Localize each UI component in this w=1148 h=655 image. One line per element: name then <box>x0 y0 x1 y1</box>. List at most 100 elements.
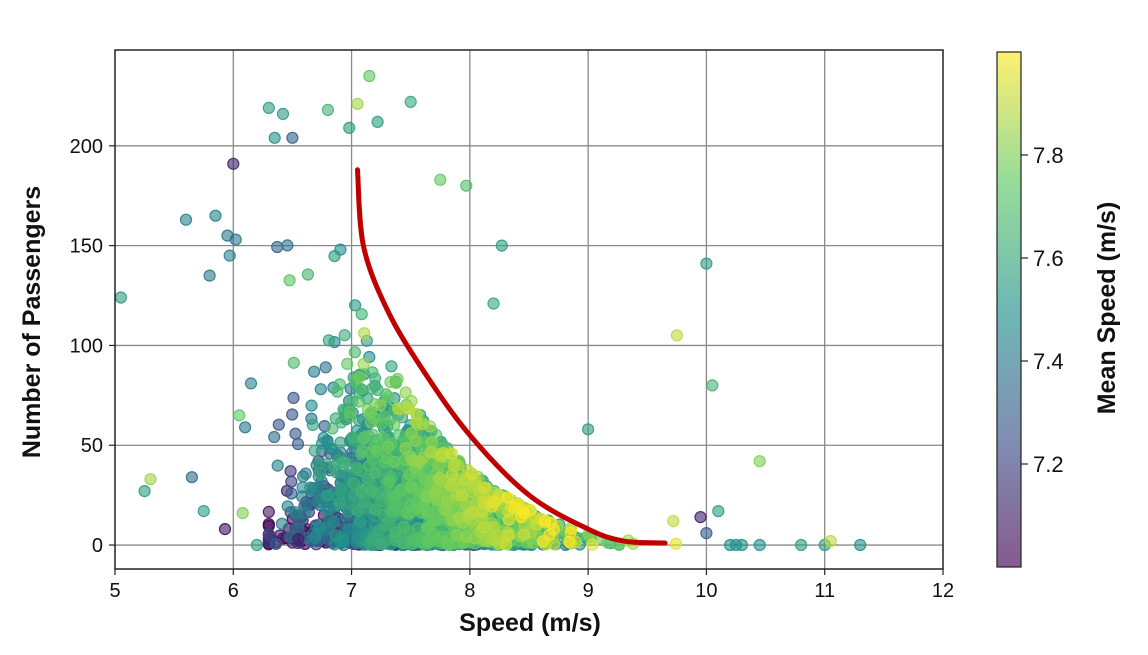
scatter-point <box>500 538 513 551</box>
scatter-point <box>366 366 379 379</box>
scatter-point <box>428 528 441 541</box>
scatter-point <box>306 418 319 431</box>
scatter-point <box>404 95 417 109</box>
scatter-point <box>355 308 368 321</box>
scatter-point <box>358 327 371 340</box>
x-tick-label: 8 <box>464 580 475 602</box>
scatter-point <box>544 516 558 530</box>
scatter-point <box>363 459 376 472</box>
scatter-point <box>209 209 222 222</box>
scatter-point <box>369 503 382 516</box>
scatter-point <box>824 534 837 548</box>
scatter-point <box>374 399 387 412</box>
x-axis: 5 6 7 8 9 10 11 12 <box>109 569 954 602</box>
scatter-point <box>399 386 412 399</box>
scatter-point <box>446 447 459 460</box>
scatter-point <box>314 467 327 480</box>
scatter-point <box>455 488 468 502</box>
scatter-point <box>271 459 284 472</box>
colorbar-tick-label: 7.6 <box>1033 246 1064 271</box>
scatter-point <box>343 406 356 419</box>
scatter-point <box>355 486 368 499</box>
scatter-point <box>349 299 362 312</box>
scatter-point <box>289 427 302 440</box>
scatter-point <box>445 469 458 482</box>
scatter-point <box>351 461 364 474</box>
scatter-point <box>712 505 725 518</box>
scatter-point <box>313 521 326 534</box>
scatter-point <box>284 465 297 478</box>
scatter-point <box>312 496 325 509</box>
x-tick-label: 11 <box>814 580 835 602</box>
scatter-point <box>706 379 719 392</box>
scatter-point <box>287 391 300 404</box>
scatter-point <box>227 157 240 170</box>
scatter-point <box>667 514 680 528</box>
x-axis-title: Speed (m/s) <box>459 609 601 637</box>
scatter-point <box>586 538 599 551</box>
scatter-point <box>441 495 454 508</box>
scatter-point <box>374 537 388 551</box>
scatter-point <box>275 517 288 530</box>
scatter-point <box>333 378 346 391</box>
scatter-point <box>305 399 318 412</box>
scatter-point <box>223 249 236 262</box>
scatter-point <box>444 479 457 492</box>
scatter-point <box>487 297 500 310</box>
colorbar-title: Mean Speed (m/s) <box>1093 202 1121 415</box>
scatter-point <box>479 482 492 495</box>
trend-curve <box>355 167 668 546</box>
scatter-point <box>348 346 361 359</box>
scatter-point <box>428 487 441 500</box>
scatter-point <box>388 455 401 468</box>
scatter-point <box>320 503 333 516</box>
scatter-point <box>304 481 317 494</box>
scatter-point <box>488 496 501 509</box>
x-tick-label: 10 <box>695 580 717 602</box>
scatter-point <box>399 442 412 455</box>
scatter-point <box>434 173 447 186</box>
scatter-point <box>285 487 298 500</box>
scatter-point <box>391 372 404 386</box>
scatter-point <box>346 431 359 444</box>
scatter-point <box>410 416 423 429</box>
scatter-point <box>404 480 418 493</box>
scatter-point <box>753 455 766 468</box>
scatter-point <box>429 513 443 527</box>
scatter-point <box>342 522 355 536</box>
scatter-point <box>373 524 386 537</box>
scatter-point <box>669 537 683 550</box>
x-tick-label: 6 <box>228 580 239 602</box>
scatter-point <box>465 467 478 480</box>
scatter-point <box>292 532 305 546</box>
scatter-point <box>495 239 508 252</box>
scatter-point <box>355 382 368 396</box>
scatter-point <box>357 358 370 371</box>
scatter-point <box>328 250 341 263</box>
x-tick-label: 12 <box>932 580 954 602</box>
scatter-point <box>358 431 371 444</box>
colorbar-tick-label: 7.8 <box>1033 143 1064 168</box>
scatter-point <box>321 103 334 117</box>
plot-area <box>115 50 943 569</box>
scatter-point <box>322 489 335 502</box>
scatter-point <box>518 506 531 520</box>
scatter-point <box>301 268 314 281</box>
scatter-point <box>286 131 299 144</box>
scatter-point <box>382 390 395 404</box>
scatter-point <box>236 506 249 520</box>
scatter-point <box>268 430 281 444</box>
scatter-point <box>735 538 749 552</box>
scatter-point <box>365 484 378 497</box>
colorbar-tick-label: 7.4 <box>1033 349 1064 374</box>
scatter-point <box>179 213 193 226</box>
scatter-point <box>272 418 285 431</box>
y-tick-label: 150 <box>70 236 103 258</box>
scatter-point <box>262 505 275 518</box>
scatter-point <box>289 506 302 519</box>
y-axis: 0 50 100 150 200 <box>70 136 115 557</box>
scatter-point <box>285 475 298 488</box>
scatter-point <box>138 485 151 498</box>
data-points <box>115 69 867 552</box>
